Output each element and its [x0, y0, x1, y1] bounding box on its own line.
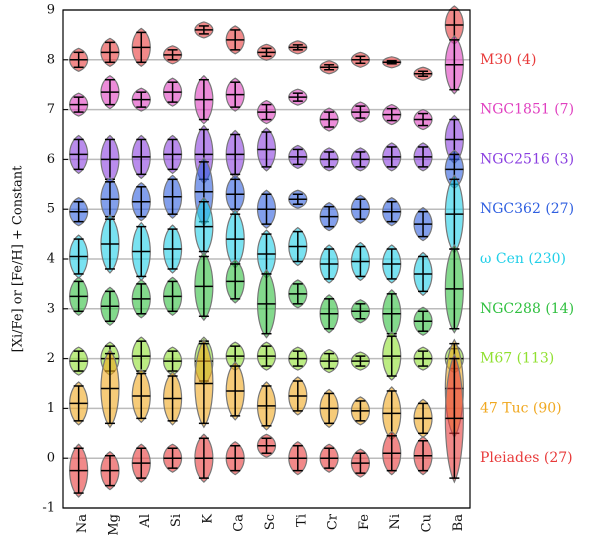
x-tick-label: Ti — [294, 514, 309, 527]
legend-label: M30 (4) — [480, 52, 536, 68]
y-tick-label: 3 — [47, 301, 55, 316]
x-tick-label: Na — [75, 514, 90, 533]
legend-label: 47 Tuc (90) — [480, 400, 562, 416]
legend-label: ω Cen (230) — [480, 251, 566, 267]
y-tick-label: 8 — [47, 52, 55, 67]
x-tick-label: Fe — [357, 514, 372, 530]
y-tick-label: 6 — [47, 152, 55, 167]
y-axis-label: [Xi/Fe] or [Fe/H] + Constant — [11, 165, 26, 352]
legend-label: NGC362 (27) — [480, 201, 574, 217]
plot-frame — [62, 9, 471, 509]
x-tick-label: Cr — [326, 513, 341, 530]
legend-label: NGC2516 (3) — [480, 151, 574, 167]
legend-label: Pleiades (27) — [480, 450, 573, 466]
y-tick-label: 0 — [47, 451, 55, 466]
x-tick-label: Ni — [388, 514, 403, 530]
legend-label: NGC1851 (7) — [480, 102, 574, 118]
x-tick-label: Sc — [263, 514, 278, 530]
x-tick-label: Ba — [451, 514, 466, 532]
y-tick-label: -1 — [42, 501, 55, 516]
x-tick-label: Mg — [106, 514, 121, 536]
x-tick-label: Cu — [420, 514, 435, 532]
y-tick-label: 4 — [47, 252, 55, 267]
y-tick-label: 5 — [47, 202, 55, 217]
x-tick-label: Ca — [232, 514, 247, 532]
y-tick-label: 1 — [47, 401, 55, 416]
x-tick-label: K — [200, 514, 215, 524]
x-tick-label: Si — [169, 514, 184, 527]
y-tick-label: 9 — [47, 3, 55, 18]
legend-label: M67 (113) — [480, 351, 554, 367]
legend-label: NGC288 (14) — [480, 301, 574, 317]
y-tick-label: 2 — [47, 351, 55, 366]
y-tick-label: 7 — [47, 102, 55, 117]
x-tick-label: Al — [138, 514, 153, 529]
